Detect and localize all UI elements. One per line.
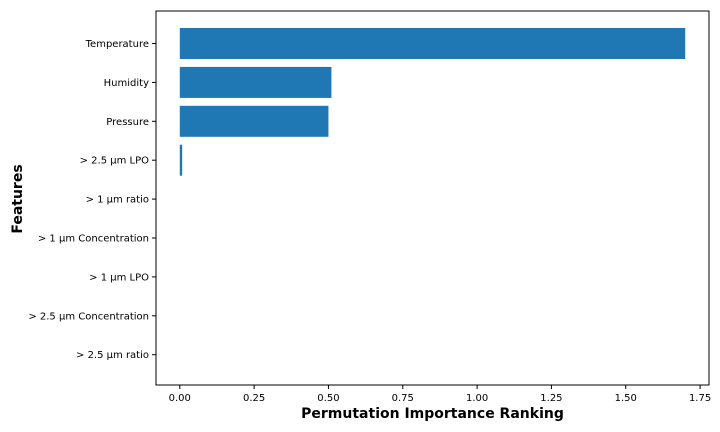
y-tick-label: > 2.5 µm Concentration	[28, 311, 149, 322]
bars-layer	[179, 28, 686, 176]
x-tick-label: 1.50	[615, 393, 637, 404]
x-tick-label: 1.75	[689, 393, 711, 404]
bar-2	[179, 105, 329, 137]
x-tick-label: 0.75	[392, 393, 414, 404]
y-axis-title: Features	[10, 164, 26, 233]
plot-frame	[155, 10, 710, 386]
y-tick-label: Pressure	[106, 117, 149, 128]
x-tick-label: 1.25	[540, 393, 562, 404]
x-axis-title: Permutation Importance Ranking	[301, 406, 564, 422]
x-tick-label: 0.50	[317, 393, 339, 404]
y-tick-label: Temperature	[85, 39, 149, 50]
x-tick-label: 0.00	[169, 393, 191, 404]
y-tick-label: > 1 µm Concentration	[38, 234, 149, 245]
x-tick-label: 0.25	[243, 393, 265, 404]
y-tick-label: > 1 µm LPO	[89, 272, 149, 283]
bar-1	[179, 66, 332, 98]
y-tick-label: Humidity	[104, 78, 149, 89]
x-tick-label: 1.00	[466, 393, 488, 404]
bar-0	[179, 28, 686, 59]
y-tick-label: > 2.5 µm LPO	[80, 156, 150, 167]
x-axis: 0.00 0.25 0.50 0.75 1.00 1.25 1.50 1.75	[169, 385, 711, 404]
y-tick-label: > 1 µm ratio	[86, 195, 149, 206]
bar-3	[179, 144, 183, 176]
y-tick-label: > 2.5 µm ratio	[76, 350, 149, 361]
y-axis: Temperature Humidity Pressure > 2.5 µm LPO >…	[28, 39, 156, 361]
